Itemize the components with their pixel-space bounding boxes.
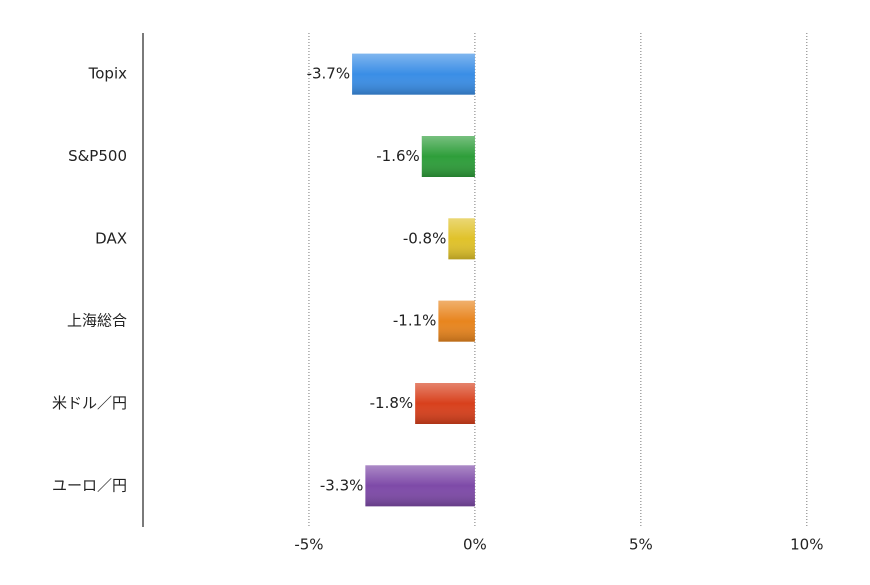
x-tick-label: -5% bbox=[294, 536, 323, 554]
y-tick-label: S&P500 bbox=[68, 147, 127, 165]
bar bbox=[415, 383, 475, 424]
x-tick-label: 0% bbox=[463, 536, 487, 554]
x-tick-label: 10% bbox=[790, 536, 823, 554]
bar bbox=[421, 136, 475, 177]
value-label: -1.6% bbox=[376, 147, 420, 165]
bar bbox=[448, 218, 475, 260]
value-label: -0.8% bbox=[403, 229, 447, 247]
y-tick-label: 米ドル／円 bbox=[52, 394, 127, 412]
value-label: -3.3% bbox=[320, 476, 364, 494]
value-label: -3.7% bbox=[307, 65, 351, 83]
y-tick-label: DAX bbox=[95, 229, 127, 247]
value-label: -1.8% bbox=[370, 394, 414, 412]
bar bbox=[352, 53, 475, 95]
x-tick-label: 5% bbox=[629, 536, 653, 554]
y-tick-label: Topix bbox=[88, 65, 127, 83]
bar bbox=[365, 465, 475, 507]
bar bbox=[438, 300, 475, 342]
value-label: -1.1% bbox=[393, 312, 437, 330]
y-tick-label: ユーロ／円 bbox=[52, 476, 127, 494]
y-tick-label: 上海総合 bbox=[67, 312, 127, 330]
